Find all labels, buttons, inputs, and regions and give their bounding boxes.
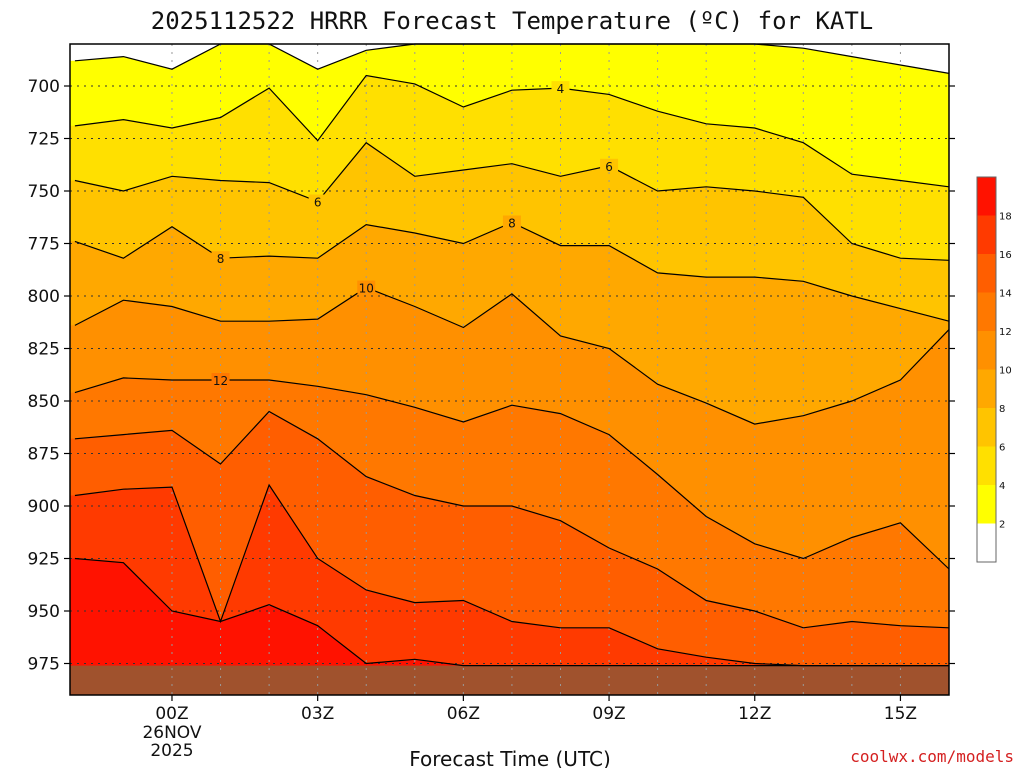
colorbar-swatch bbox=[977, 215, 996, 254]
isotherm-label: 8 bbox=[217, 252, 225, 266]
colorbar-label: 18 bbox=[999, 212, 1012, 223]
y-tick-label: 725 bbox=[28, 130, 60, 150]
x-tick-label: 00Z bbox=[155, 704, 188, 724]
x-axis-label: Forecast Time (UTC) bbox=[409, 747, 611, 768]
y-tick-label: 775 bbox=[28, 235, 60, 255]
isotherm-10 bbox=[74, 286, 950, 425]
colorbar-swatch bbox=[977, 292, 996, 331]
isotherm-label-bg bbox=[211, 251, 230, 265]
x-date-label: 26NOV bbox=[142, 723, 201, 743]
colorbar-swatch bbox=[977, 177, 996, 216]
colorbar: 2 4 6 8 10 12 14 16 18 bbox=[976, 176, 1012, 563]
colorbar-label: 2 bbox=[999, 520, 1005, 531]
ground-surface bbox=[70, 665, 949, 695]
isotherm-14 bbox=[74, 410, 950, 629]
isotherm-label-bg bbox=[357, 280, 376, 294]
colorbar-label: 16 bbox=[999, 250, 1012, 261]
isotherm-4 bbox=[74, 74, 950, 188]
isotherm-labels: 4 6 6 8 8 10 12 bbox=[211, 81, 619, 388]
isotherm-label-bg bbox=[600, 158, 619, 172]
y-tick-label: 825 bbox=[28, 340, 60, 360]
colorbar-swatch bbox=[977, 446, 996, 485]
credit-text: coolwx.com/models bbox=[850, 747, 1014, 766]
isotherm-label-bg bbox=[308, 194, 327, 208]
x-tick-label: 06Z bbox=[447, 704, 480, 724]
colorbar-swatch bbox=[977, 523, 996, 562]
y-tick-label: 800 bbox=[28, 287, 60, 307]
colorbar-swatch bbox=[977, 485, 996, 524]
isotherm-18 bbox=[74, 557, 949, 667]
colorbar-swatch bbox=[977, 254, 996, 293]
colorbar-frame bbox=[976, 176, 997, 563]
colorbar-swatch bbox=[977, 408, 996, 447]
colorbar-label: 14 bbox=[999, 289, 1012, 300]
isotherm-label: 4 bbox=[557, 82, 565, 96]
temperature-fills bbox=[70, 44, 949, 695]
y-axis: 700 725 750 775 800 825 850 875 900 925 950 975 bbox=[28, 77, 955, 675]
isotherm-6 bbox=[74, 141, 950, 261]
y-tick-label: 975 bbox=[28, 655, 60, 675]
colorbar-label: 8 bbox=[999, 404, 1005, 415]
y-tick-label: 925 bbox=[28, 550, 60, 570]
y-tick-label: 850 bbox=[28, 392, 60, 412]
y-tick-label: 700 bbox=[28, 77, 60, 97]
isotherm-label: 6 bbox=[605, 160, 613, 174]
colorbar-swatch bbox=[977, 369, 996, 408]
y-tick-label: 950 bbox=[28, 602, 60, 622]
y-tick-label: 875 bbox=[28, 445, 60, 465]
isotherm-label: 6 bbox=[314, 196, 322, 210]
isotherm-label-bg bbox=[502, 215, 521, 229]
x-tick-label: 03Z bbox=[301, 704, 334, 724]
y-tick-label: 900 bbox=[28, 497, 60, 517]
y-tick-label: 750 bbox=[28, 182, 60, 202]
colorbar-label: 6 bbox=[999, 443, 1005, 454]
colorbar-label: 12 bbox=[999, 327, 1012, 338]
x-tick-label: 15Z bbox=[884, 704, 917, 724]
isotherm-label-bg bbox=[211, 373, 230, 386]
colorbar-label: 10 bbox=[999, 366, 1012, 377]
x-tick-label: 09Z bbox=[592, 704, 625, 724]
isotherm-label-bg bbox=[551, 81, 570, 95]
isotherm-label: 12 bbox=[213, 374, 228, 388]
isotherm-label: 10 bbox=[359, 282, 374, 296]
x-tick-label: 12Z bbox=[738, 704, 771, 724]
x-year-label: 2025 bbox=[150, 741, 193, 761]
isotherm-label: 8 bbox=[508, 217, 516, 231]
chart-title: 2025112522 HRRR Forecast Temperature (ºC… bbox=[151, 7, 873, 35]
fill-above-18 bbox=[70, 558, 949, 695]
colorbar-swatch bbox=[977, 331, 996, 370]
colorbar-label: 4 bbox=[999, 481, 1005, 492]
plot-frame bbox=[69, 43, 950, 696]
